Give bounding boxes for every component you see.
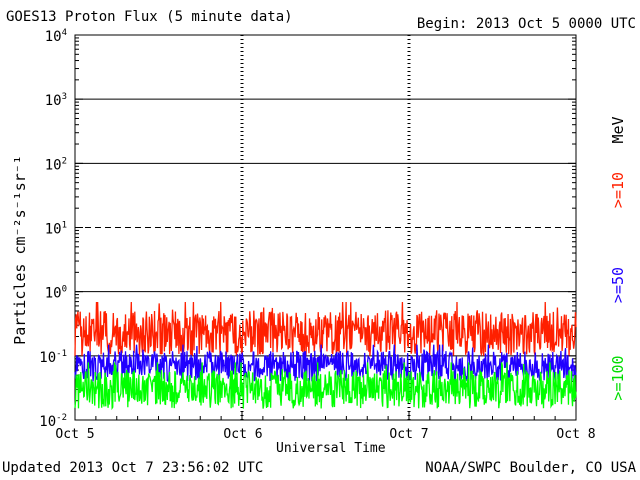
series-line-50mev — [74, 344, 577, 383]
x-tick-label: Oct 6 — [223, 427, 263, 442]
y-tick-label: 103 — [45, 92, 67, 109]
y-tick-label: 100 — [45, 285, 67, 302]
updated-timestamp: Updated 2013 Oct 7 23:56:02 UTC — [2, 460, 264, 476]
x-tick-label: Oct 5 — [55, 427, 95, 442]
legend-series-10mev: >=10 — [609, 171, 627, 209]
x-axis-label: Universal Time — [276, 441, 386, 456]
y-tick-label: 10-1 — [39, 349, 67, 366]
units-label: MeV — [609, 116, 627, 144]
begin-time: Begin: 2013 Oct 5 0000 UTC — [416, 16, 636, 32]
series-line-100mev — [74, 362, 577, 411]
y-tick-label: 102 — [45, 156, 67, 173]
y-axis-label: Particles cm⁻²s⁻¹sr⁻¹ — [11, 155, 29, 345]
series-line-10mev — [74, 301, 577, 357]
credit-text: NOAA/SWPC Boulder, CO USA — [425, 460, 636, 476]
x-tick-label: Oct 8 — [556, 427, 596, 442]
chart-title: GOES13 Proton Flux (5 minute data) — [6, 9, 293, 25]
x-tick-label: Oct 7 — [389, 427, 429, 442]
legend-series-50mev: >=50 — [609, 266, 627, 304]
y-tick-label: 101 — [45, 221, 67, 238]
legend-series-100mev: >=100 — [609, 355, 627, 401]
y-tick-label: 10-2 — [39, 413, 67, 430]
y-tick-label: 104 — [45, 28, 67, 45]
